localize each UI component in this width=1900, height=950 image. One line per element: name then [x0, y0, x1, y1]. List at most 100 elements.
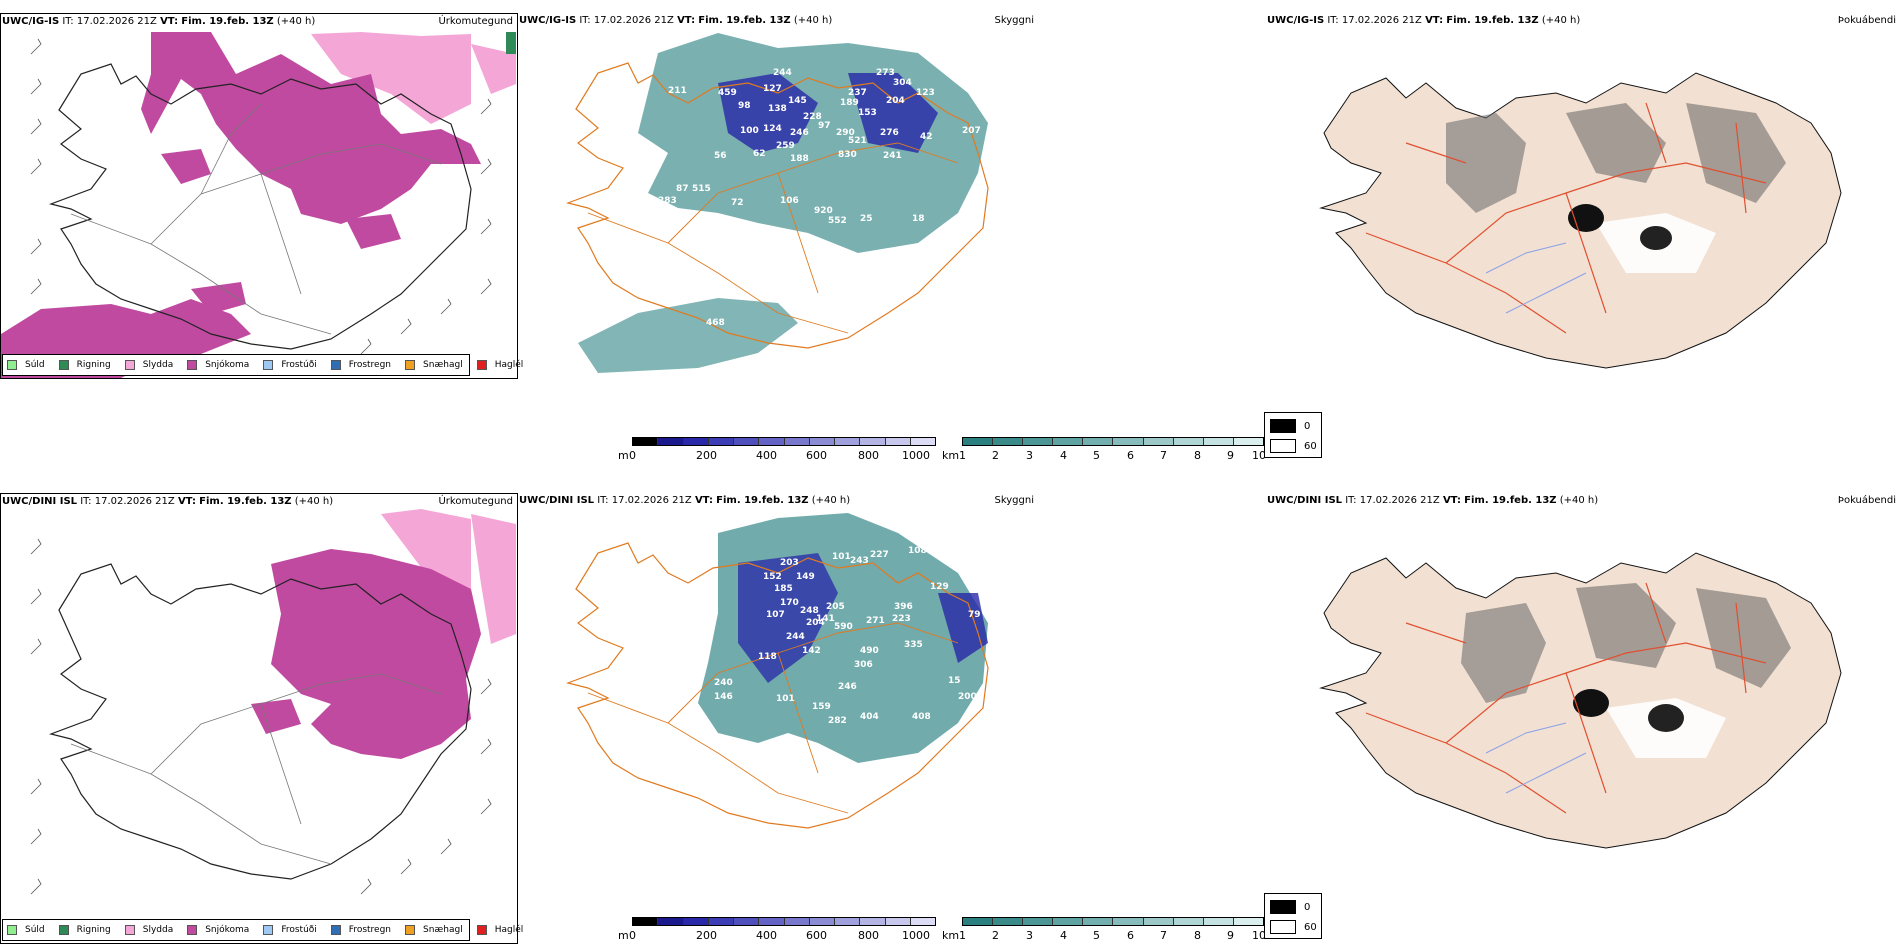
cloud-base-label: 72 — [731, 198, 744, 208]
model-name: UWC/DINI ISL — [519, 495, 595, 506]
legend-item: Snjókoma — [187, 925, 249, 935]
cloud-base-label: 153 — [858, 108, 877, 118]
snow-area — [346, 214, 401, 249]
fog-index-legend-bottom: 0 60 — [1264, 893, 1322, 939]
cloud-base-label: 273 — [876, 68, 895, 78]
colorbar-swatch — [885, 918, 911, 925]
colorbar-swatch — [1053, 918, 1084, 925]
vt-label: VT: — [694, 495, 713, 506]
cloud-base-colorbar-bottom: m 0 200 400 600 800 1000 — [618, 917, 936, 947]
legend-label: Snæhagl — [423, 360, 463, 370]
colorbar-swatch — [910, 438, 935, 445]
tick-label: 1000 — [902, 449, 930, 462]
panel-title: UWC/DINI ISL IT: 17.02.2026 21Z VT: Fim.… — [519, 494, 850, 508]
cloud-base-labels: 211 459 127 244 98 145 138 228 100 124 9… — [648, 68, 981, 328]
tick-label: 600 — [806, 449, 827, 462]
cloud-base-field — [938, 593, 988, 663]
colorbar-swatch — [1083, 438, 1114, 445]
tick-label: 7 — [1160, 929, 1167, 942]
snow-area — [161, 149, 211, 184]
tick-label: 10 — [1252, 449, 1266, 462]
cloud-base-field — [738, 553, 838, 683]
sleet-area — [471, 514, 516, 644]
it-value: 17.02.2026 21Z — [94, 496, 175, 507]
visibility-swatches — [962, 437, 1264, 446]
tick-label: 200 — [696, 449, 717, 462]
precip-type-panel-bottom: UWC/DINI ISL IT: 17.02.2026 21Z VT: Fim.… — [0, 493, 523, 944]
colorbar-swatch — [1023, 438, 1054, 445]
cloud-base-label: 205 — [826, 602, 845, 612]
roads — [1365, 102, 1767, 334]
legend-label: Snjókoma — [205, 360, 250, 370]
cloud-base-label: 552 — [828, 216, 847, 226]
cloud-base-label: 200 — [958, 692, 977, 702]
fog-legend-row: 0 — [1270, 900, 1310, 914]
cloud-base-label: 248 — [800, 606, 819, 616]
roads — [70, 103, 442, 335]
lead-time: (+40 h) — [276, 16, 316, 27]
fog-legend-swatch — [1270, 920, 1296, 934]
legend-item: Frostregn — [330, 360, 391, 370]
colorbar-swatch — [963, 918, 994, 925]
cloud-base-label: 189 — [840, 98, 859, 108]
legend-item: Súld — [7, 925, 45, 935]
legend-label: Haglél — [494, 925, 524, 935]
fog-shading — [1696, 588, 1791, 688]
legend-item: Haglél — [476, 360, 523, 370]
cloud-base-label: 243 — [850, 556, 869, 566]
colorbar-swatch — [784, 918, 810, 925]
it-value: 17.02.2026 21Z — [76, 16, 157, 27]
legend-item: Frostúði — [263, 925, 317, 935]
sleet-area — [311, 32, 471, 124]
cloud-base-label: 246 — [790, 128, 809, 138]
it-label: IT: — [1327, 15, 1339, 26]
colorbar-swatch — [1203, 918, 1234, 925]
tick-label: 400 — [756, 929, 777, 942]
cloud-base-label: 62 — [753, 149, 766, 159]
tick-label: 9 — [1227, 929, 1234, 942]
model-name: UWC/IG-IS — [2, 16, 60, 27]
fog-map — [1319, 552, 1842, 849]
legend-item: Rigning — [58, 925, 111, 935]
cloud-base-label: 87 — [676, 184, 689, 194]
panel-title: UWC/DINI ISL IT: 17.02.2026 21Z VT: Fim.… — [2, 495, 333, 509]
legend-label: Snjókoma — [205, 925, 250, 935]
tick-label: 8 — [1194, 449, 1201, 462]
field-name: Skyggni — [994, 15, 1034, 26]
cloud-base-label: 123 — [916, 88, 935, 98]
it-label: IT: — [597, 495, 609, 506]
cloud-base-label: 830 — [838, 150, 857, 160]
visibility-colorbar-top: km 1 2 3 4 5 6 7 8 9 10 — [942, 437, 1266, 467]
cloud-base-label: 204 — [886, 96, 905, 106]
tick-label: 4 — [1060, 929, 1067, 942]
visibility-field — [578, 298, 798, 373]
tick-label: 4 — [1060, 449, 1067, 462]
colorbar-swatch — [708, 438, 734, 445]
legend-item: Haglél — [476, 925, 524, 935]
tick-label: 2 — [992, 449, 999, 462]
colorbar-swatch — [658, 918, 684, 925]
colorbar-swatch — [734, 918, 760, 925]
visibility-swatches — [962, 917, 1264, 926]
precip-type-map — [1, 32, 516, 378]
model-name: UWC/DINI ISL — [1267, 495, 1343, 506]
legend-label: Slydda — [142, 925, 174, 935]
cloud-base-unit: m — [618, 929, 629, 942]
tick-label: 10 — [1252, 929, 1266, 942]
colorbar-swatch — [860, 438, 886, 445]
fog-core — [1640, 226, 1672, 250]
colorbar-swatch — [809, 918, 835, 925]
cloud-base-swatches — [632, 437, 936, 446]
legend-item: Súld — [7, 360, 45, 370]
vt-value: Fim. 19.feb. 13Z — [698, 15, 791, 26]
cloud-base-label: 590 — [834, 622, 853, 632]
fog-legend-row: 0 — [1270, 419, 1310, 433]
tick-label: 6 — [1127, 449, 1134, 462]
cloud-base-label: 920 — [814, 206, 833, 216]
colorbar-swatch — [759, 918, 785, 925]
sleet-area — [471, 44, 516, 94]
tick-label: 400 — [756, 449, 777, 462]
visibility-panel-top: 211 459 127 244 98 145 138 228 100 124 9… — [518, 13, 1036, 379]
cloud-base-label: 100 — [740, 126, 759, 136]
fog-legend-swatch — [1270, 439, 1296, 453]
